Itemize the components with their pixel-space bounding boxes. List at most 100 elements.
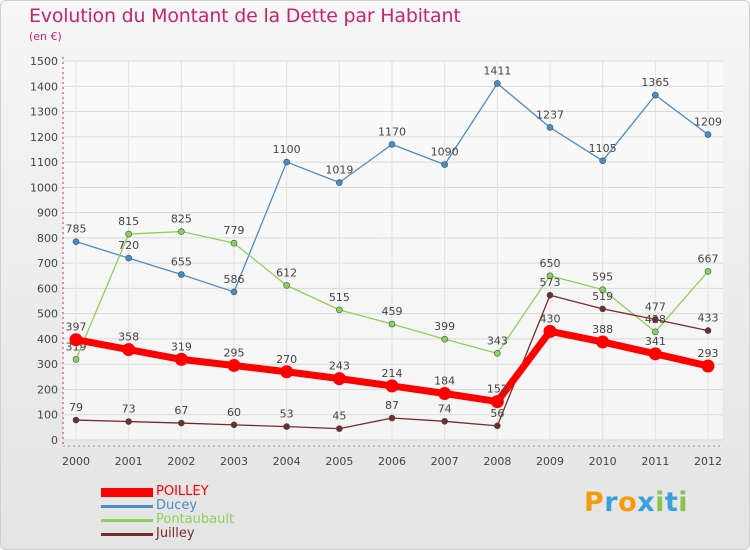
data-point-poilley (69, 333, 83, 347)
data-label-ducey: 1411 (483, 64, 511, 77)
proxiti-logo: Proxiti (584, 487, 688, 518)
data-label-ducey: 720 (118, 239, 139, 252)
y-tick-label: 400 (37, 333, 58, 346)
x-tick-label: 2009 (536, 455, 564, 468)
data-label-pontaubault: 595 (592, 271, 613, 284)
data-point-ducey (125, 254, 132, 262)
legend-swatch-juilley (101, 533, 153, 536)
data-label-ducey: 586 (224, 273, 245, 286)
y-tick-label: 1400 (30, 80, 58, 93)
x-tick-label: 2006 (378, 455, 406, 468)
data-point-juilley (230, 421, 238, 429)
data-label-pontaubault: 667 (698, 252, 719, 265)
data-label-ducey: 1170 (378, 125, 406, 138)
data-label-poilley: 397 (66, 321, 87, 334)
data-label-poilley: 319 (171, 340, 192, 353)
data-point-ducey (388, 141, 396, 148)
data-label-pontaubault: 779 (224, 224, 245, 237)
data-label-juilley: 67 (174, 404, 188, 417)
data-label-ducey: 1365 (641, 76, 669, 89)
data-point-juilley (72, 416, 80, 424)
data-label-poilley: 214 (382, 367, 403, 380)
data-point-pontaubault (72, 356, 80, 363)
data-point-juilley (283, 423, 290, 430)
y-tick-label: 200 (37, 383, 58, 396)
x-tick-label: 2002 (167, 455, 195, 468)
data-point-juilley (441, 418, 448, 425)
data-point-juilley (178, 419, 185, 427)
legend-label-poilley: POILLEY (156, 484, 209, 499)
data-label-pontaubault: 815 (118, 215, 139, 228)
data-label-ducey: 1209 (694, 116, 722, 129)
data-label-ducey: 1090 (431, 146, 459, 159)
x-tick-label: 2007 (431, 455, 459, 468)
data-label-juilley: 477 (645, 300, 666, 313)
data-point-ducey (336, 179, 343, 186)
data-label-poilley: 243 (329, 360, 350, 373)
y-tick-label: 0 (51, 434, 58, 447)
data-label-ducey: 785 (66, 223, 87, 236)
data-point-poilley (490, 395, 504, 409)
data-label-pontaubault: 343 (487, 334, 508, 347)
data-point-juilley (125, 418, 132, 425)
data-point-poilley (701, 359, 715, 373)
data-point-poilley (332, 372, 346, 386)
legend-label-ducey: Ducey (156, 498, 198, 513)
data-point-pontaubault (125, 230, 132, 238)
chart-title: Evolution du Montant de la Dette par Hab… (29, 5, 461, 27)
x-tick-label: 2011 (641, 455, 669, 468)
y-tick-label: 1300 (30, 106, 58, 119)
data-label-ducey: 1237 (536, 108, 564, 121)
data-point-poilley (438, 387, 452, 401)
data-label-ducey: 655 (171, 256, 192, 269)
data-point-juilley (546, 291, 554, 299)
y-tick-label: 100 (37, 409, 58, 422)
logo-letter: t (664, 487, 679, 518)
y-tick-label: 900 (37, 207, 58, 220)
data-point-pontaubault (388, 320, 396, 328)
data-label-pontaubault: 650 (540, 257, 561, 270)
data-label-pontaubault: 825 (171, 213, 192, 226)
x-tick-label: 2003 (220, 455, 248, 468)
data-label-poilley: 388 (592, 323, 613, 336)
data-point-pontaubault (283, 282, 290, 289)
y-tick-label: 1500 (30, 55, 58, 68)
data-point-poilley (174, 352, 188, 366)
data-point-pontaubault (546, 272, 554, 280)
data-point-ducey (546, 124, 554, 131)
data-point-ducey (599, 157, 606, 165)
data-label-ducey: 1100 (273, 143, 301, 156)
chart-unit: (en €) (29, 30, 62, 43)
legend-swatch-poilley (101, 488, 153, 497)
logo-letter: i (678, 487, 689, 518)
y-tick-label: 600 (37, 282, 58, 295)
data-point-poilley (280, 365, 294, 379)
x-tick-label: 2000 (62, 455, 90, 468)
data-label-poilley: 295 (224, 346, 245, 359)
logo-letter: o (618, 487, 638, 518)
data-label-juilley: 573 (540, 276, 561, 289)
data-label-juilley: 45 (332, 410, 346, 423)
data-point-poilley (596, 335, 610, 349)
data-label-poilley: 152 (487, 383, 508, 396)
data-point-ducey (283, 158, 290, 166)
data-label-pontaubault: 399 (434, 320, 455, 333)
legend-swatch-pontaubault (101, 519, 153, 522)
y-tick-label: 1100 (30, 156, 58, 169)
y-tick-label: 300 (37, 358, 58, 371)
data-point-pontaubault (441, 335, 448, 343)
logo-letter: r (604, 487, 619, 518)
y-tick-label: 1200 (30, 131, 58, 144)
data-label-juilley: 60 (227, 406, 241, 419)
data-point-pontaubault (230, 239, 238, 247)
data-label-pontaubault: 459 (382, 305, 403, 318)
data-label-ducey: 1019 (325, 164, 353, 177)
x-tick-label: 2001 (115, 455, 143, 468)
data-point-juilley (336, 425, 343, 432)
data-label-pontaubault: 612 (276, 266, 297, 279)
data-point-juilley (494, 422, 501, 430)
data-point-poilley (385, 379, 399, 393)
plot-area (63, 61, 723, 440)
